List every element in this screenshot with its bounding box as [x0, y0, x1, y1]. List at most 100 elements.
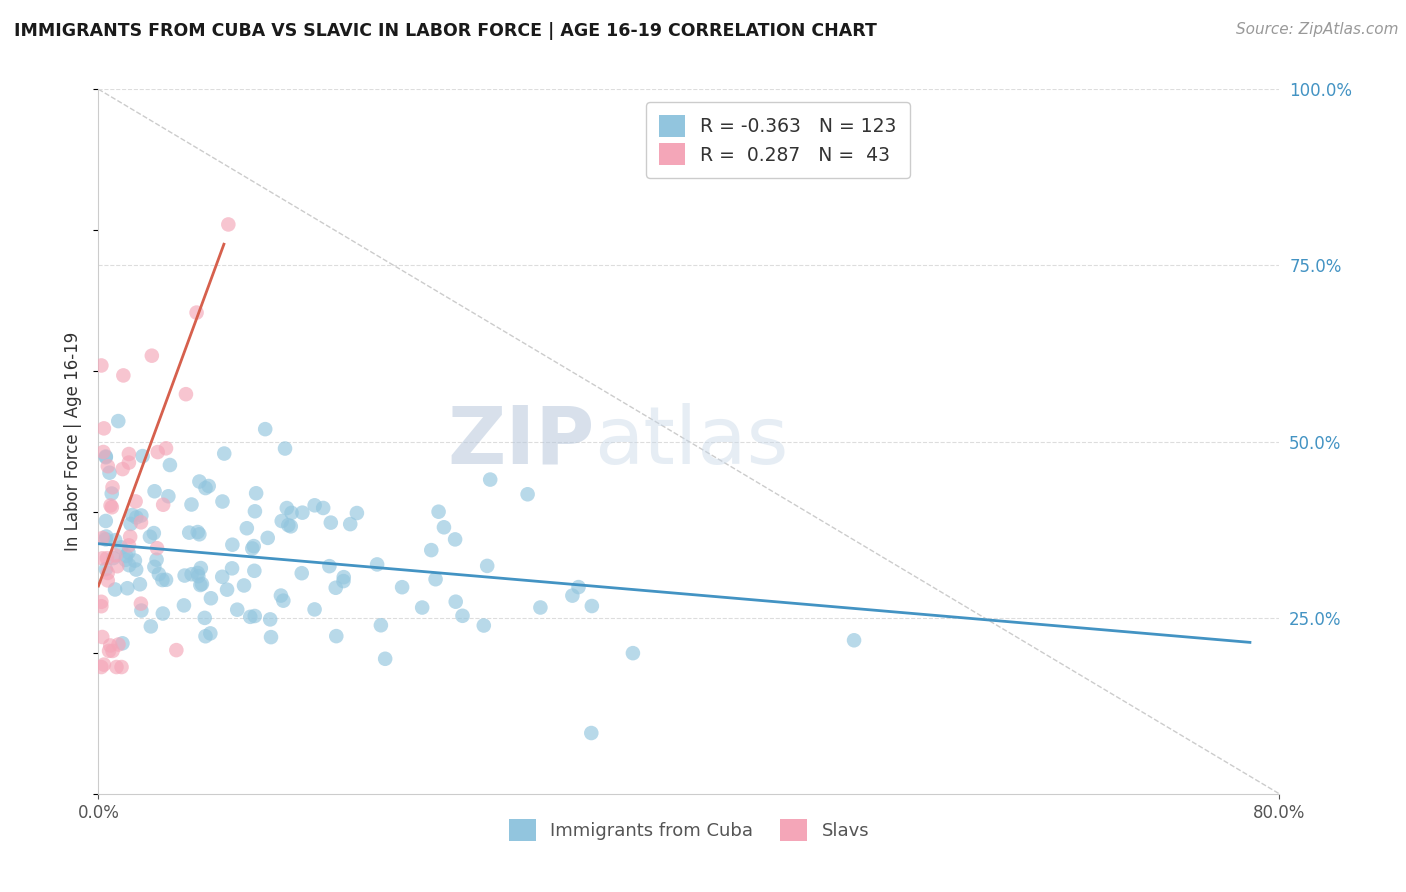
Point [277, 518, 299, 533]
Point [188, 578, 211, 592]
Point [173, 568, 195, 582]
Point [194, 629, 217, 643]
Point [332, 570, 354, 584]
Point [139, 530, 162, 544]
Point [94, 450, 117, 464]
Point [180, 567, 202, 582]
Point [325, 629, 347, 643]
Point [280, 519, 302, 533]
Point [90, 599, 112, 614]
Point [100, 486, 122, 500]
Point [420, 543, 443, 558]
Text: IMMIGRANTS FROM CUBA VS SLAVIC IN LABOR FORCE | AGE 16-19 CORRELATION CHART: IMMIGRANTS FROM CUBA VS SLAVIC IN LABOR … [14, 22, 877, 40]
Point [425, 572, 447, 586]
Point [254, 422, 277, 436]
Point [142, 526, 165, 541]
Point [325, 581, 347, 595]
Point [152, 498, 174, 512]
Point [259, 612, 281, 626]
Point [621, 646, 644, 660]
Point [240, 541, 263, 556]
Point [444, 595, 467, 609]
Point [155, 442, 177, 456]
Point [243, 609, 266, 624]
Point [104, 533, 127, 548]
Point [101, 480, 124, 494]
Point [91, 630, 114, 644]
Legend: Immigrants from Cuba, Slavs: Immigrants from Cuba, Slavs [502, 812, 876, 848]
Point [101, 644, 124, 658]
Point [567, 580, 589, 594]
Point [561, 589, 583, 603]
Point [173, 599, 195, 613]
Point [187, 569, 209, 583]
Point [120, 516, 142, 531]
Point [90, 359, 112, 373]
Point [217, 218, 239, 232]
Point [97, 574, 120, 588]
Point [581, 599, 603, 613]
Point [291, 506, 314, 520]
Point [157, 489, 180, 503]
Point [339, 517, 361, 532]
Point [124, 553, 146, 567]
Point [117, 581, 139, 595]
Point [112, 368, 135, 383]
Point [104, 549, 127, 563]
Point [191, 577, 214, 591]
Point [94, 562, 117, 576]
Point [91, 531, 114, 545]
Point [100, 499, 122, 513]
Point [529, 600, 551, 615]
Point [211, 570, 233, 584]
Point [245, 486, 267, 500]
Point [273, 593, 295, 607]
Point [444, 533, 467, 547]
Point [93, 421, 115, 435]
Point [842, 633, 865, 648]
Point [370, 618, 392, 632]
Point [110, 541, 132, 555]
Point [90, 660, 112, 674]
Point [105, 660, 128, 674]
Point [174, 387, 197, 401]
Point [165, 643, 187, 657]
Point [117, 545, 139, 559]
Point [98, 639, 121, 653]
Point [125, 563, 148, 577]
Point [260, 630, 283, 644]
Point [194, 481, 217, 495]
Point [186, 305, 208, 319]
Point [215, 582, 238, 597]
Point [188, 527, 211, 541]
Point [256, 531, 278, 545]
Point [118, 538, 141, 552]
Point [101, 500, 124, 515]
Point [200, 626, 222, 640]
Point [114, 553, 136, 567]
Point [243, 564, 266, 578]
Point [346, 506, 368, 520]
Point [188, 475, 211, 489]
Point [118, 447, 141, 461]
Point [197, 479, 219, 493]
Point [239, 610, 262, 624]
Point [159, 458, 181, 472]
Point [103, 551, 125, 566]
Point [91, 551, 114, 566]
Point [270, 589, 292, 603]
Point [91, 445, 114, 459]
Point [179, 525, 201, 540]
Point [124, 494, 146, 508]
Point [131, 603, 153, 617]
Point [96, 551, 118, 566]
Point [129, 597, 152, 611]
Point [451, 608, 474, 623]
Point [274, 442, 297, 456]
Point [129, 577, 152, 591]
Point [374, 652, 396, 666]
Point [411, 600, 433, 615]
Point [131, 449, 153, 463]
Point [242, 539, 264, 553]
Point [427, 505, 450, 519]
